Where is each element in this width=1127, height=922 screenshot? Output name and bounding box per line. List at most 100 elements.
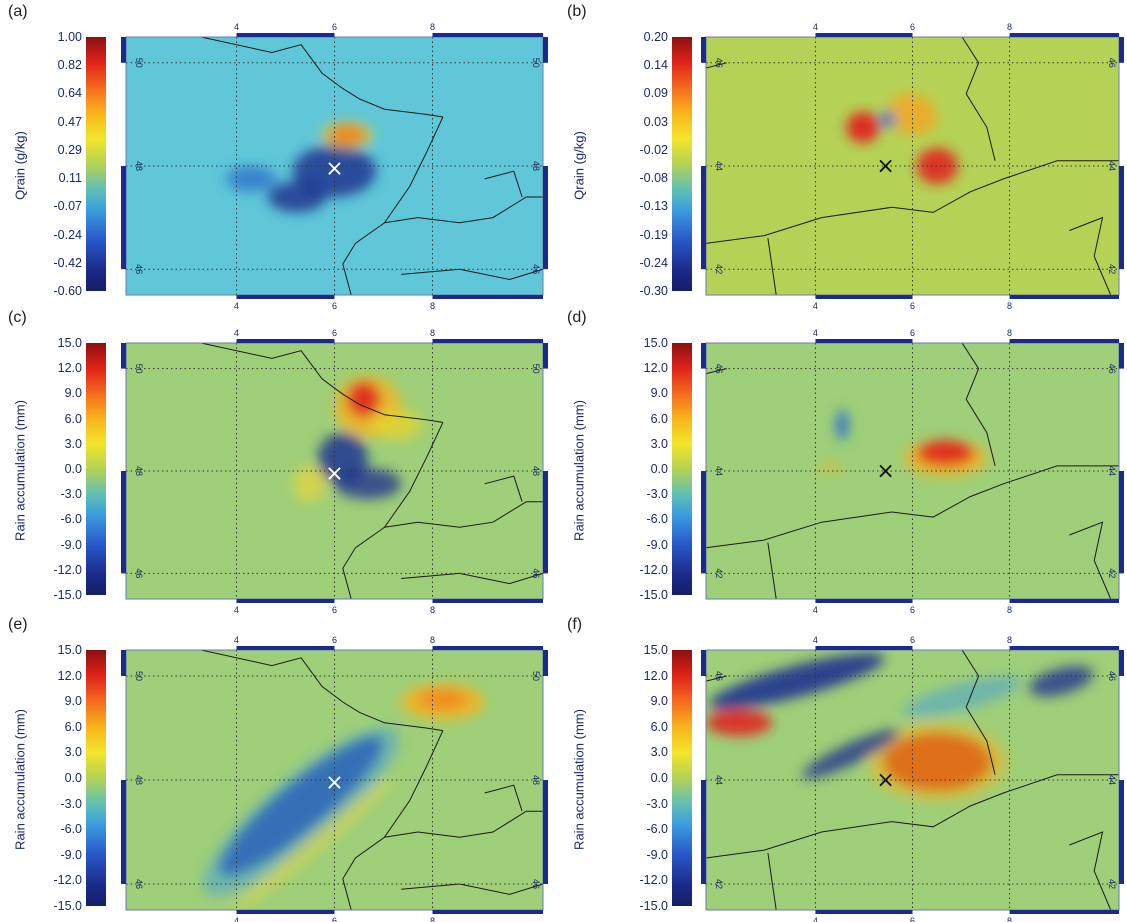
colorbar-tick-label: 9.0 — [64, 694, 82, 709]
x-tick-label: 6 — [332, 301, 337, 311]
field-anomaly — [1029, 666, 1094, 697]
x-tick-label: 4 — [813, 301, 818, 311]
colorbar-tick-label: 0.11 — [58, 171, 82, 186]
x-tick-label: 6 — [910, 605, 915, 615]
panel-label: (b) — [567, 3, 587, 20]
frame-bar — [543, 166, 548, 270]
colorbar-label: Rain accumulation (mm) — [12, 709, 28, 850]
x-tick-label: 4 — [234, 635, 239, 645]
y-tick-label: 44 — [714, 161, 724, 171]
border-line — [484, 170, 523, 198]
colorbar-tick-label: 3.0 — [650, 436, 668, 451]
field-anomaly — [334, 468, 402, 500]
field-anomaly — [709, 653, 885, 710]
x-tick-label: 4 — [234, 328, 239, 338]
colorbar-tick-label: 0.0 — [650, 462, 668, 476]
colorbar-label: Qrain (g/kg) — [12, 131, 28, 200]
location-marker: × — [876, 459, 894, 484]
colorbar-tick-label: -12.0 — [53, 562, 83, 577]
x-tick-label: 4 — [234, 22, 239, 32]
y-tick-label: 46 — [714, 364, 724, 374]
x-tick-label: 8 — [1007, 22, 1012, 32]
colorbar-tick-label: -3.0 — [646, 487, 668, 502]
colorbar-tick-label: 6.0 — [64, 411, 82, 426]
colorbar-tick-label: 12.0 — [643, 361, 668, 376]
colorbar-tick-label: -6.0 — [646, 512, 668, 527]
y-tick-label: 48 — [134, 161, 144, 171]
frame-bar — [236, 646, 335, 650]
field-anomaly — [233, 777, 394, 910]
border-line — [384, 501, 543, 528]
colorbar-tick-label: 0.82 — [57, 58, 82, 73]
field-anomaly — [292, 465, 327, 502]
colorbar-tick-label: -3.0 — [60, 796, 82, 811]
colorbar — [86, 343, 106, 595]
x-tick-label: 6 — [910, 635, 915, 645]
frame-bar — [1119, 471, 1124, 574]
field-anomaly — [226, 166, 277, 192]
x-tick-label: 8 — [430, 22, 435, 32]
colorbar-tick-label: 15.0 — [57, 336, 82, 350]
border-line — [384, 810, 543, 838]
x-tick-label: 6 — [910, 22, 915, 32]
x-tick-label: 4 — [813, 605, 818, 615]
border-line — [961, 37, 996, 161]
colorbar-tick-label: 0.03 — [643, 114, 668, 129]
colorbar-tick-label: 0.09 — [643, 86, 668, 101]
colorbar-tick-label: 9.0 — [650, 386, 668, 401]
x-tick-label: 4 — [234, 605, 239, 615]
colorbar — [672, 650, 692, 906]
panel-label: (d) — [567, 309, 587, 326]
field-anomaly — [319, 120, 375, 150]
y-tick-label: 46 — [531, 879, 541, 889]
colorbar-tick-label: -0.08 — [639, 171, 669, 186]
colorbar-label: Rain accumulation (mm) — [12, 400, 28, 541]
colorbar-label: Rain accumulation (mm) — [571, 400, 587, 541]
x-tick-label: 4 — [234, 301, 239, 311]
x-tick-label: 8 — [1007, 328, 1012, 338]
colorbar-tick-label: -0.19 — [639, 227, 669, 242]
field-anomaly — [867, 722, 1008, 801]
field-anomaly — [836, 409, 849, 441]
frame-bar — [121, 343, 126, 369]
field-anomaly — [821, 464, 839, 473]
frame-bar — [1119, 343, 1124, 369]
y-tick-label: 50 — [134, 58, 144, 68]
y-tick-label: 48 — [134, 466, 144, 476]
colorbar-tick-label: 6.0 — [64, 719, 82, 734]
colorbar-tick-label: 0.14 — [643, 58, 668, 73]
frame-bar — [701, 37, 706, 63]
y-tick-label: 44 — [714, 775, 724, 785]
x-tick-label: 6 — [332, 916, 337, 922]
colorbar-tick-label: -0.60 — [53, 284, 83, 298]
colorbar-tick-label: -12.0 — [53, 873, 83, 888]
frame-bar — [543, 471, 548, 574]
frame-bar — [1009, 33, 1119, 37]
x-tick-label: 8 — [1007, 635, 1012, 645]
location-marker: × — [876, 154, 894, 179]
frame-bar — [121, 780, 126, 884]
border-line — [706, 465, 1119, 549]
border-line — [706, 160, 1119, 244]
frame-bar — [701, 166, 706, 270]
border-line — [200, 343, 443, 423]
field-anomaly — [902, 676, 1022, 718]
x-tick-label: 8 — [1007, 301, 1012, 311]
y-tick-label: 50 — [531, 671, 541, 681]
location-marker: × — [325, 771, 343, 796]
colorbar-tick-label: 0.20 — [643, 30, 668, 44]
frame-bar — [121, 166, 126, 270]
colorbar-tick-label: -12.0 — [639, 873, 669, 888]
frame-bar — [701, 343, 706, 369]
frame-bar — [1009, 339, 1119, 343]
location-marker: × — [325, 462, 343, 487]
y-tick-label: 44 — [1107, 161, 1117, 171]
colorbar-label: Rain accumulation (mm) — [571, 709, 587, 850]
x-tick-label: 8 — [1007, 916, 1012, 922]
frame-bar — [121, 650, 126, 676]
frame-bar — [1009, 646, 1119, 650]
field-anomaly — [706, 709, 773, 736]
field-anomaly — [202, 726, 400, 896]
